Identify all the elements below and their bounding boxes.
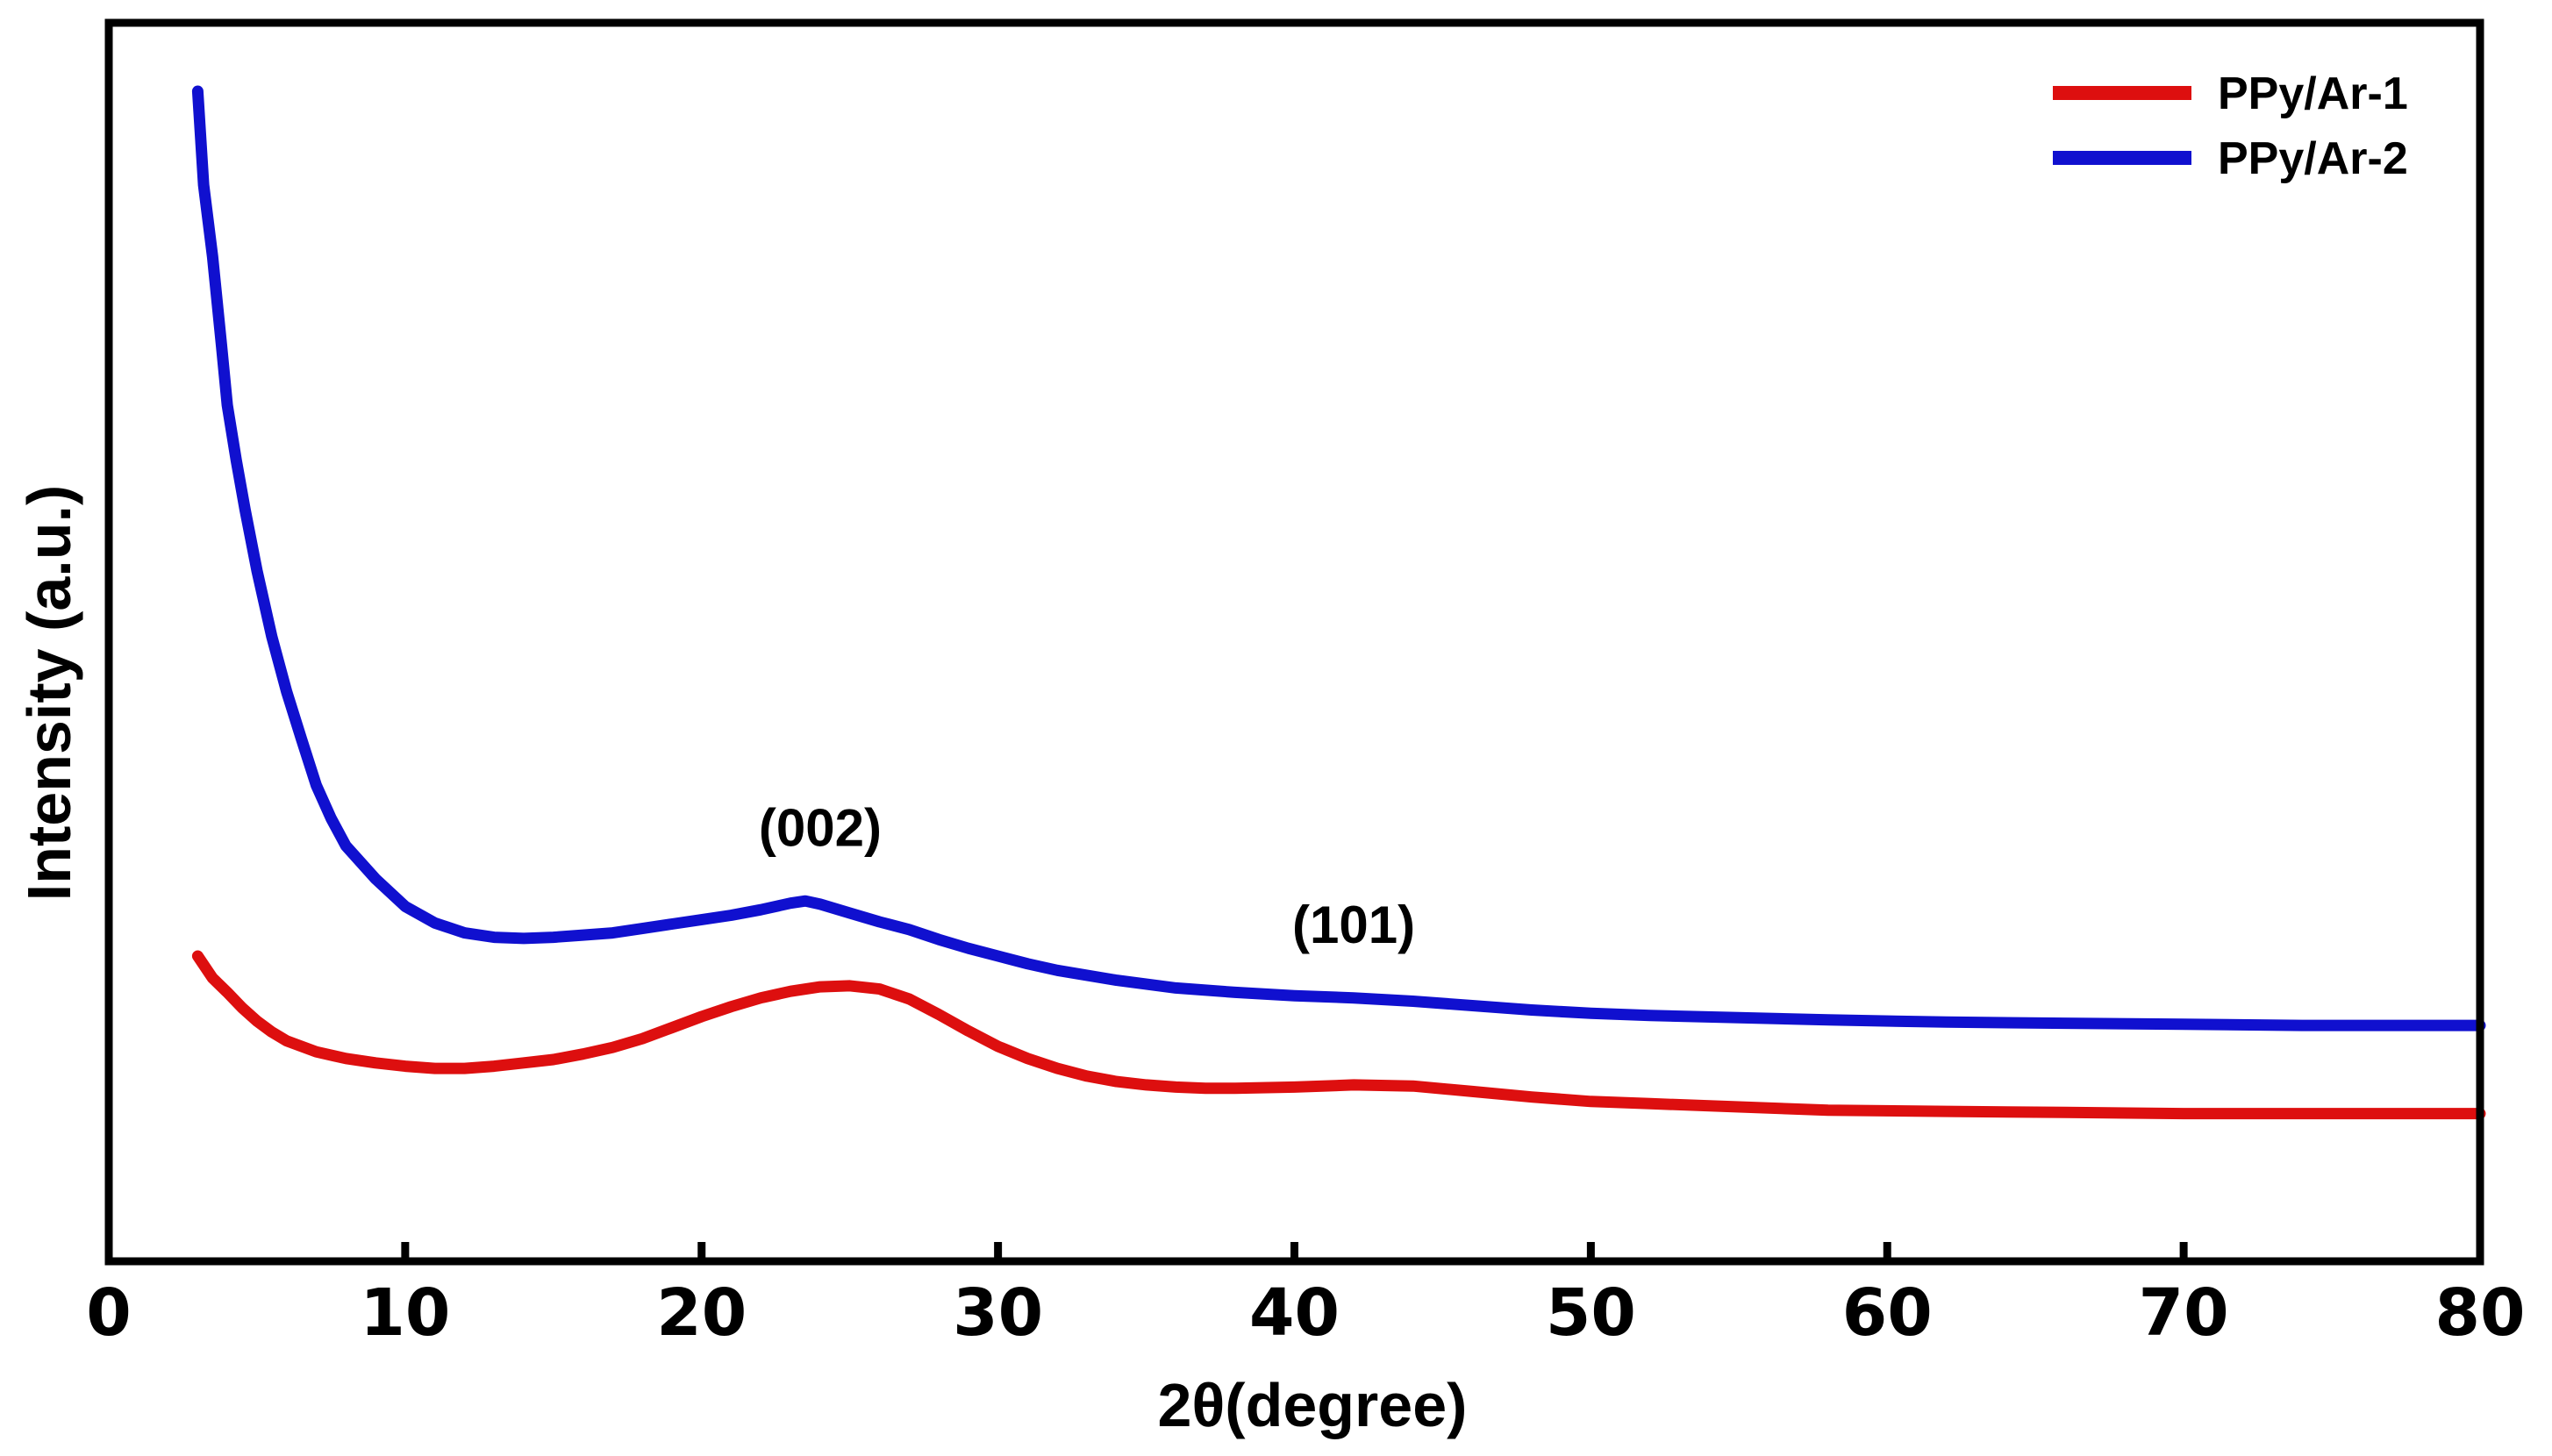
x-tick-label: 10 [360,1275,450,1351]
x-axis-ticks: 0 10 20 30 40 50 60 70 80 [86,1242,2525,1351]
peak-annotations: (002) (101) [759,798,1415,954]
legend-item-ppy-ar-1: PPy/Ar-1 [2053,68,2408,119]
x-tick-label: 60 [1842,1275,1933,1351]
x-tick-label: 30 [953,1275,1043,1351]
x-axis-title: 2θ(degree) [1158,1371,1468,1439]
x-tick-label: 70 [2139,1275,2229,1351]
legend: PPy/Ar-1 PPy/Ar-2 [2053,68,2408,184]
x-tick-label: 40 [1249,1275,1340,1351]
x-tick-label: 0 [86,1275,132,1351]
x-tick-label: 20 [656,1275,747,1351]
peak-label-002: (002) [759,798,882,857]
series-line-ppy-ar-1 [191,950,2486,1120]
series-layer [191,85,2486,1120]
legend-item-ppy-ar-2: PPy/Ar-2 [2053,133,2408,184]
x-tick-label: 50 [1546,1275,1636,1351]
legend-label-ppy-ar-2: PPy/Ar-2 [2218,133,2408,184]
peak-label-101: (101) [1292,896,1415,954]
series-line-ppy-ar-2 [191,85,2486,1031]
y-axis-title: Intensity (a.u.) [15,485,83,901]
x-tick-label: 80 [2435,1275,2526,1351]
legend-label-ppy-ar-1: PPy/Ar-1 [2218,68,2408,119]
